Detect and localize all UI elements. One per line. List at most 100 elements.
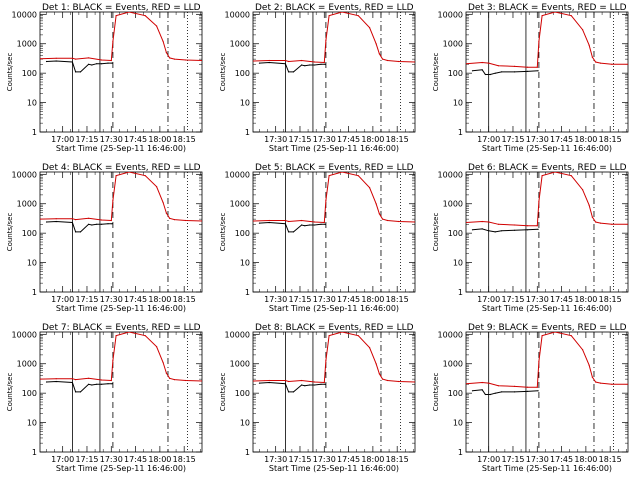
y-axis-label: Counts/sec	[219, 53, 227, 92]
data-point	[554, 12, 556, 13]
data-point	[309, 224, 311, 226]
y-tick-label: 1000	[230, 360, 250, 369]
data-point	[382, 218, 384, 220]
data-point	[173, 219, 176, 221]
data-point	[304, 65, 306, 67]
data-point	[497, 385, 499, 387]
data-point	[501, 71, 503, 73]
data-point	[314, 221, 316, 223]
data-point	[320, 63, 322, 65]
x-tick-label: 17:30	[526, 135, 549, 144]
chart-panel: Det 2: BLACK = Events, RED = LLD 1 10 100 10…	[219, 3, 416, 153]
y-tick-label: 1	[245, 448, 250, 457]
x-axis-label: Start Time (25-Sep-11 16:46:00)	[269, 464, 399, 473]
data-point	[471, 390, 474, 392]
data-point	[527, 70, 529, 72]
data-point	[71, 378, 73, 380]
y-tick-label: 1000	[17, 200, 37, 209]
chart-title: Det 6: BLACK = Events, RED = LLD	[468, 163, 627, 173]
x-tick-label: 17:00	[477, 455, 500, 464]
y-tick-label: 1	[458, 128, 463, 137]
data-point	[588, 364, 590, 366]
data-point	[253, 220, 254, 222]
data-point	[386, 219, 389, 222]
data-point	[169, 217, 171, 219]
data-point	[128, 332, 130, 333]
data-point	[71, 221, 73, 224]
data-point	[309, 64, 311, 66]
data-point	[627, 63, 628, 65]
x-tick-label: 18:00	[148, 135, 171, 144]
y-tick-label: 1	[458, 288, 463, 297]
data-point	[494, 392, 496, 394]
data-point	[398, 380, 400, 383]
y-axis-label: Counts/sec	[219, 373, 227, 412]
x-axis-label: Start Time (25-Sep-11 16:46:00)	[56, 144, 186, 153]
y-tick-label: 1000	[230, 200, 250, 209]
data-point	[328, 335, 330, 337]
data-point	[382, 378, 384, 380]
data-point	[156, 346, 158, 348]
x-tick-label: 18:00	[574, 295, 597, 304]
data-point	[71, 61, 73, 63]
data-point	[514, 385, 516, 387]
data-point	[111, 62, 113, 64]
data-point	[110, 379, 112, 382]
data-point	[328, 15, 330, 17]
data-point	[514, 65, 516, 67]
x-tick-label: 17:45	[124, 135, 147, 144]
x-tick-label: 17:15	[75, 295, 98, 304]
y-tick-label: 1000	[443, 360, 463, 369]
data-point	[538, 200, 540, 202]
data-point	[536, 386, 538, 388]
data-point	[599, 382, 602, 384]
x-tick-label: 17:30	[313, 135, 336, 144]
data-point	[541, 175, 543, 177]
data-point	[292, 391, 295, 393]
data-point	[466, 221, 467, 224]
data-point	[88, 63, 90, 65]
y-tick-label: 10	[240, 259, 250, 268]
plot-frame	[252, 11, 416, 133]
y-tick-label: 10	[27, 419, 37, 428]
x-axis-label: Start Time (25-Sep-11 16:46:00)	[269, 144, 399, 153]
data-point	[328, 175, 330, 177]
data-point	[107, 223, 109, 225]
data-point	[320, 383, 322, 385]
data-point	[288, 231, 290, 233]
data-point	[301, 219, 303, 222]
chart-panel: Det 5: BLACK = Events, RED = LLD 1 10 100 10…	[219, 163, 416, 313]
data-point	[258, 222, 261, 224]
data-point	[488, 382, 490, 384]
data-point	[357, 15, 359, 17]
data-point	[488, 62, 490, 64]
data-point	[45, 221, 48, 223]
x-tick-label: 17:30	[313, 295, 336, 304]
data-point	[111, 223, 113, 225]
data-point	[481, 228, 483, 230]
y-tick-label: 1	[245, 128, 250, 137]
data-point	[314, 384, 316, 386]
data-point	[71, 381, 73, 384]
x-axis-label: Start Time (25-Sep-11 16:46:00)	[482, 464, 612, 473]
y-axis-label: Counts/sec	[432, 213, 440, 252]
lld-series-line	[40, 12, 202, 62]
data-point	[173, 379, 176, 381]
data-point	[378, 213, 380, 215]
x-tick-label: 18:15	[173, 295, 196, 304]
x-axis-label: Start Time (25-Sep-11 16:46:00)	[56, 304, 186, 313]
x-tick-label: 18:15	[599, 135, 622, 144]
x-tick-label: 17:45	[550, 135, 573, 144]
data-point	[55, 218, 57, 220]
lld-series-line	[466, 12, 628, 68]
data-point	[253, 60, 254, 62]
lld-series-line	[40, 172, 202, 222]
data-point	[341, 12, 343, 13]
data-point	[570, 335, 572, 337]
data-point	[369, 27, 371, 29]
data-point	[489, 73, 491, 76]
data-point	[554, 332, 556, 333]
data-point	[323, 381, 325, 384]
data-point	[314, 381, 316, 383]
data-point	[55, 220, 57, 223]
